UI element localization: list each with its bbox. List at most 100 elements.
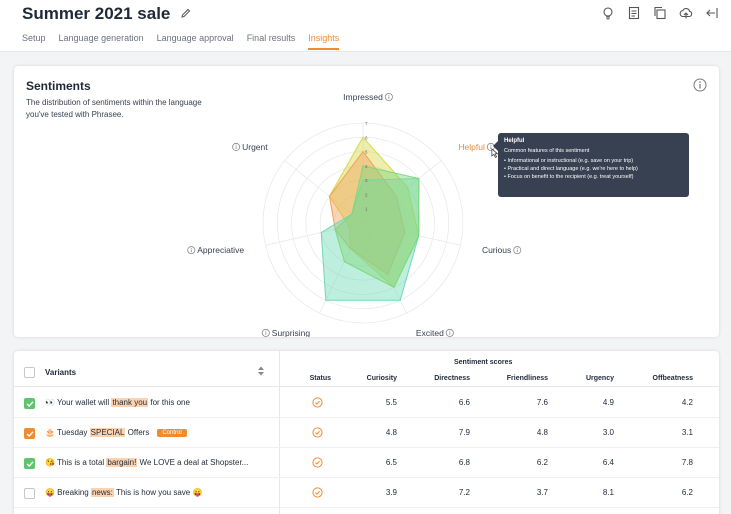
score-cell: 4.8 bbox=[385, 428, 397, 437]
variant-text-part: We LOVE a deal at Shopster... bbox=[137, 458, 249, 467]
collapse-icon[interactable] bbox=[705, 6, 719, 20]
variant-text: 😘 This is a total bargain! We LOVE a dea… bbox=[45, 458, 248, 467]
sort-icon[interactable] bbox=[257, 365, 265, 377]
radar-axis-surprising[interactable]: Surprising bbox=[272, 328, 311, 337]
radar-axis-appreciative[interactable]: Appreciative bbox=[197, 245, 244, 255]
radar-scale-tick: 1 bbox=[365, 207, 368, 212]
radar-axis-label: Helpful bbox=[458, 142, 485, 152]
highlighted-phrase: news: bbox=[90, 488, 114, 497]
copy-icon[interactable] bbox=[653, 6, 667, 20]
edit-icon[interactable] bbox=[180, 7, 192, 19]
score-cell: 7.6 bbox=[536, 398, 548, 407]
variant-text: 😛 Breaking news: This is how you save 😛 bbox=[45, 488, 202, 497]
highlighted-phrase: bargain! bbox=[106, 458, 138, 467]
tooltip-item: Practical and direct language (e.g. we'r… bbox=[504, 165, 683, 173]
score-cell: 3.9 bbox=[385, 488, 397, 497]
radar-series-3 bbox=[334, 165, 420, 289]
tab-language-generation[interactable]: Language generation bbox=[58, 33, 144, 43]
table-row[interactable]: 😛 Breaking news: This is how you save 😛 3… bbox=[14, 478, 719, 508]
score-cell: 6.6 bbox=[458, 398, 470, 407]
tooltip-subtitle: Common features of this sentiment bbox=[504, 148, 590, 154]
score-cell: 6.5 bbox=[385, 458, 397, 467]
variant-text-part: This is how you save 😛 bbox=[113, 488, 203, 497]
info-icon[interactable] bbox=[232, 142, 241, 151]
variant-text-part: 🎂 Tuesday bbox=[45, 428, 90, 437]
info-icon[interactable] bbox=[513, 246, 522, 255]
document-icon[interactable] bbox=[627, 6, 641, 20]
tab-setup[interactable]: Setup bbox=[22, 33, 46, 43]
variants-header: Variants bbox=[45, 368, 77, 377]
score-cell: 7.8 bbox=[681, 458, 693, 467]
row-checkbox[interactable] bbox=[24, 488, 35, 499]
score-cell: 5.5 bbox=[385, 398, 397, 407]
radar-axis-label: Appreciative bbox=[197, 245, 244, 255]
radar-series-1 bbox=[328, 150, 406, 276]
radar-scale-tick: 2 bbox=[365, 192, 368, 197]
radar-axis-label: Surprising bbox=[272, 328, 311, 337]
highlighted-phrase: SPECIAL bbox=[89, 428, 126, 437]
score-cell: 6.2 bbox=[536, 458, 548, 467]
radar-axis-label: Curious bbox=[482, 245, 511, 255]
radar-axis-excited[interactable]: Excited bbox=[416, 328, 444, 337]
radar-spoke bbox=[362, 160, 442, 224]
tab-language-approval[interactable]: Language approval bbox=[156, 33, 234, 43]
status-check-icon bbox=[312, 487, 323, 498]
cursor-icon bbox=[491, 148, 499, 158]
cloud-upload-icon[interactable] bbox=[679, 6, 693, 20]
radar-axis-label: Excited bbox=[416, 328, 444, 337]
variant-text-part: 😘 This is a total bbox=[45, 458, 107, 467]
sentiment-scores-header: Sentiment scores bbox=[454, 359, 513, 366]
score-cell: 6.8 bbox=[458, 458, 470, 467]
tab-insights[interactable]: Insights bbox=[308, 33, 340, 50]
radar-axis-urgent[interactable]: Urgent bbox=[242, 142, 268, 152]
radar-axis-impressed[interactable]: Impressed bbox=[343, 92, 383, 102]
table-row[interactable]: 😘 This is a total bargain! We LOVE a dea… bbox=[14, 448, 719, 478]
status-check-icon bbox=[312, 457, 323, 468]
radar-axis-curious[interactable]: Curious bbox=[482, 245, 511, 255]
score-cell: 6.2 bbox=[681, 488, 693, 497]
variant-text: 🎂 Tuesday SPECIAL Offers Control bbox=[45, 428, 187, 437]
variant-text-part: Offers bbox=[125, 428, 150, 437]
control-badge: Control bbox=[157, 429, 187, 437]
row-checkbox[interactable] bbox=[24, 458, 35, 469]
select-all-checkbox[interactable] bbox=[24, 367, 35, 378]
info-icon[interactable] bbox=[693, 78, 707, 92]
highlighted-phrase: thank you bbox=[111, 398, 149, 407]
radar-spoke bbox=[319, 222, 364, 314]
variant-text-part: for this one bbox=[148, 398, 190, 407]
tooltip-title: Helpful bbox=[504, 138, 525, 144]
radar-axis-label: Urgent bbox=[242, 142, 268, 152]
row-checkbox[interactable] bbox=[24, 428, 35, 439]
variants-table-card: Variants Sentiment scores Status Curiosi… bbox=[14, 351, 719, 514]
info-icon[interactable] bbox=[261, 328, 270, 337]
column-friendliness: Friendliness bbox=[506, 375, 548, 382]
info-icon[interactable] bbox=[187, 246, 196, 255]
info-icon[interactable] bbox=[445, 328, 454, 337]
column-directness: Directness bbox=[434, 375, 470, 382]
score-cell: 7.9 bbox=[458, 428, 470, 437]
sentiments-description: The distribution of sentiments within th… bbox=[26, 98, 202, 119]
row-checkbox[interactable] bbox=[24, 398, 35, 409]
column-urgency: Urgency bbox=[585, 375, 614, 382]
info-icon[interactable] bbox=[384, 92, 393, 101]
score-cell: 3.0 bbox=[602, 428, 614, 437]
radar-axis-helpful[interactable]: Helpful bbox=[458, 142, 485, 152]
tooltip-item: Informational or instructional (e.g. sav… bbox=[504, 157, 683, 165]
table-row[interactable]: 🎂 Tuesday SPECIAL Offers Control 4.8 7.9 4.8… bbox=[14, 418, 719, 448]
idea-icon[interactable] bbox=[601, 6, 615, 20]
radar-scale-tick: 6 bbox=[365, 135, 368, 140]
tab-final-results[interactable]: Final results bbox=[246, 33, 296, 43]
radar-scale-tick: 7 bbox=[365, 121, 368, 126]
sentiment-radar-chart: 7 6 5 4 3 2 1 Impressed Helpful Curious Excited Sur… bbox=[187, 92, 522, 337]
score-cell: 8.1 bbox=[602, 488, 614, 497]
helpful-tooltip: Helpful Common features of this sentimen… bbox=[493, 133, 689, 197]
toolbar bbox=[601, 6, 719, 20]
sentiments-card: Sentiments The distribution of sentiment… bbox=[14, 66, 719, 337]
variant-text-part: 👀 Your wallet will bbox=[45, 398, 112, 407]
radar-series-0 bbox=[328, 136, 420, 289]
score-cell: 7.2 bbox=[458, 488, 470, 497]
table-row[interactable]: 👀 Your wallet will thank you for this on… bbox=[14, 388, 719, 418]
radar-spoke bbox=[265, 222, 364, 246]
column-curiosity: Curiosity bbox=[366, 375, 397, 382]
radar-spoke bbox=[362, 222, 407, 314]
